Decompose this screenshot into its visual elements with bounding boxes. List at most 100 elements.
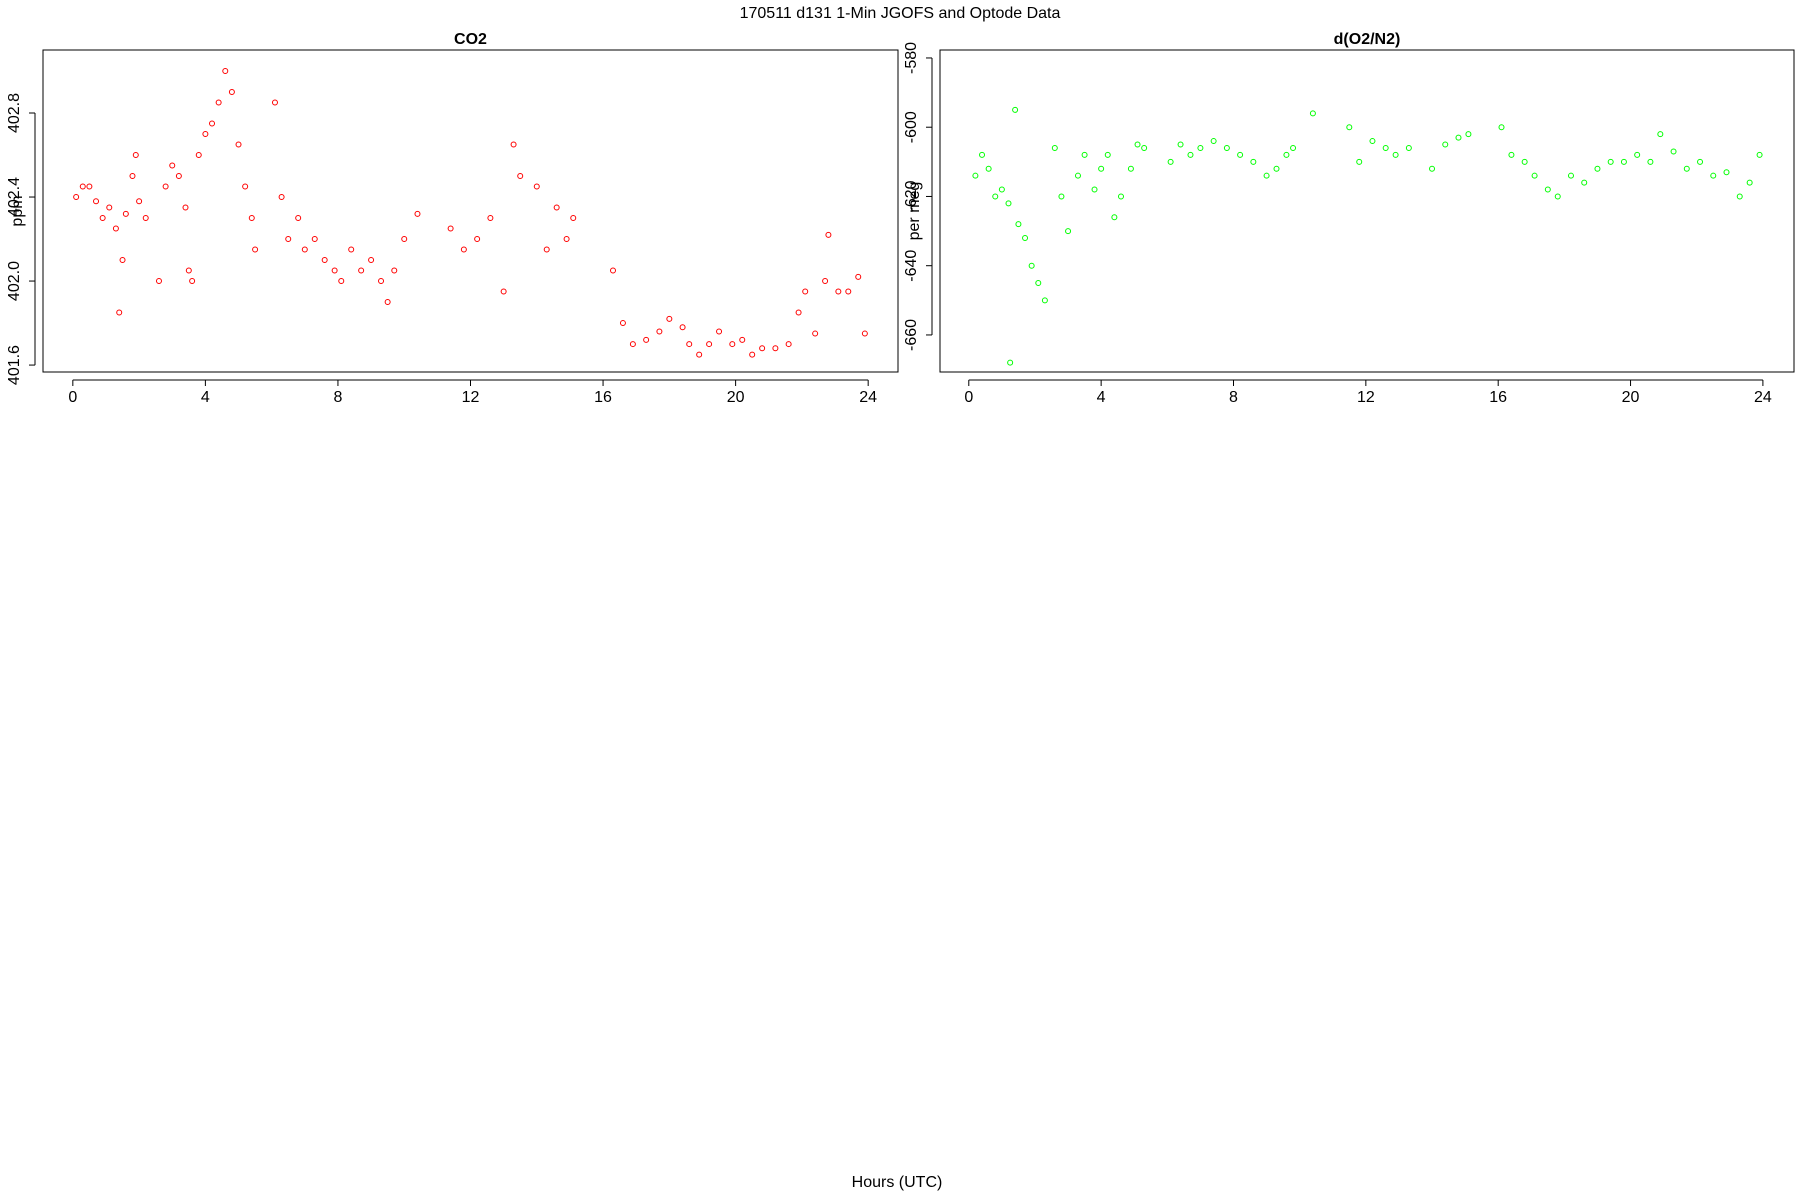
data-point [686, 341, 693, 348]
data-point [739, 336, 746, 343]
data-point [1117, 193, 1124, 200]
data-point [1455, 134, 1462, 141]
data-point [1187, 151, 1194, 158]
data-point [1197, 144, 1204, 151]
data-point [1141, 144, 1148, 151]
data-point [175, 173, 182, 180]
x-tick-label: 20 [727, 389, 745, 406]
x-tick-label: 8 [333, 389, 342, 406]
x-tick-label: 4 [1097, 389, 1106, 406]
data-point [696, 351, 703, 358]
data-point [1283, 151, 1290, 158]
data-point [1405, 144, 1412, 151]
y-tick-label: 402.8 [6, 93, 23, 133]
data-point [729, 341, 736, 348]
data-point [1498, 124, 1505, 131]
data-point [1111, 214, 1118, 221]
data-point [1177, 141, 1184, 148]
data-point [252, 246, 259, 253]
data-point [1309, 110, 1316, 117]
y-tick-label: 402.4 [6, 177, 23, 217]
data-point [1442, 141, 1449, 148]
x-axis-label: Hours (UTC) [852, 1174, 943, 1191]
data-point [271, 99, 278, 106]
data-point [1531, 172, 1538, 179]
data-point [1015, 221, 1022, 228]
data-point [1521, 158, 1528, 165]
y-tick-label: -580 [903, 42, 920, 74]
data-point [1035, 280, 1042, 287]
data-point [825, 231, 832, 238]
data-point [202, 131, 209, 138]
data-point [1290, 144, 1297, 151]
data-point [222, 68, 229, 75]
data-point [1657, 131, 1664, 138]
data-point [285, 236, 292, 243]
data-point [142, 215, 149, 222]
data-point [1554, 193, 1561, 200]
data-point [1670, 148, 1677, 155]
data-point [1756, 151, 1763, 158]
data-point [1634, 151, 1641, 158]
data-point [155, 278, 162, 285]
data-point [1508, 151, 1515, 158]
x-tick-label: 24 [1754, 389, 1772, 406]
data-point [248, 215, 255, 222]
data-point [321, 257, 328, 264]
data-point [972, 172, 979, 179]
data-point [610, 267, 616, 274]
data-point [487, 215, 494, 222]
data-point [368, 257, 375, 264]
data-point [235, 141, 242, 148]
data-point [129, 173, 136, 180]
data-point [822, 278, 829, 285]
data-point [295, 215, 302, 222]
data-point [1167, 158, 1174, 165]
x-tick-label: 8 [1229, 389, 1238, 406]
data-point [706, 341, 713, 348]
data-point [228, 89, 235, 96]
data-point [1051, 144, 1058, 151]
data-point [1273, 165, 1280, 172]
data-point [391, 267, 398, 274]
data-point [1723, 169, 1730, 176]
data-point [543, 246, 550, 253]
data-point [570, 215, 577, 222]
data-point [1091, 186, 1098, 193]
x-tick-label: 12 [1357, 389, 1375, 406]
y-tick-label: -640 [903, 250, 920, 282]
data-point [1392, 151, 1399, 158]
data-point [278, 194, 285, 201]
data-point [1058, 193, 1065, 200]
data-point [209, 120, 216, 127]
data-point [855, 273, 862, 280]
data-point [331, 267, 338, 274]
data-point [414, 210, 421, 217]
data-point [474, 236, 481, 243]
data-point [985, 165, 992, 172]
data-point [132, 152, 139, 159]
data-point [1697, 158, 1704, 165]
data-point [749, 351, 756, 358]
data-point [1022, 235, 1029, 242]
y-axis-label: per meg [906, 182, 923, 241]
data-point [86, 183, 93, 190]
data-point [338, 278, 345, 285]
data-point [1028, 262, 1035, 269]
data-point [553, 204, 560, 211]
data-point [242, 183, 249, 190]
y-tick-label: 401.6 [6, 345, 23, 385]
data-point [185, 267, 192, 274]
plot-frame [42, 49, 899, 373]
data-point [1005, 200, 1012, 207]
data-point [998, 186, 1005, 193]
data-point [1594, 165, 1601, 172]
x-tick-label: 16 [1489, 389, 1507, 406]
data-point [517, 173, 524, 180]
data-point [1127, 165, 1134, 172]
data-point [785, 341, 792, 348]
x-tick-label: 20 [1622, 389, 1640, 406]
data-point [1012, 106, 1019, 113]
data-point [1134, 141, 1141, 148]
x-tick-label: 24 [859, 389, 877, 406]
